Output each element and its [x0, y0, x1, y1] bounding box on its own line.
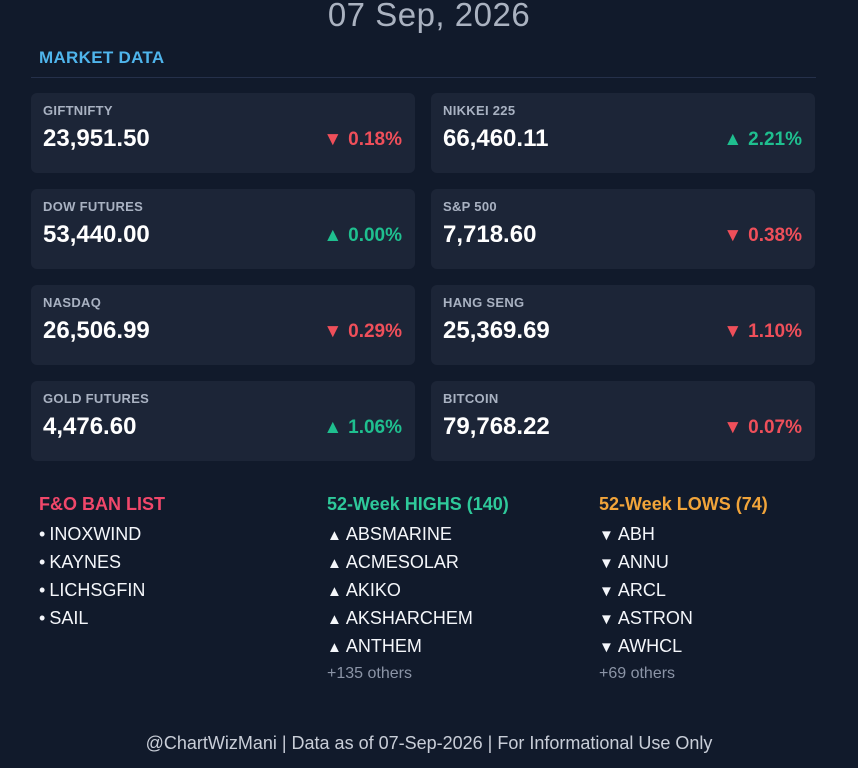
market-card-change: ▲ 0.00% [323, 225, 402, 247]
change-percent: 1.10% [748, 321, 802, 342]
list-item: ▼ ARCL [599, 580, 666, 600]
market-card-label: DOW FUTURES [43, 199, 144, 214]
market-card-value: 25,369.69 [443, 317, 550, 344]
list-item: ▼ ANNU [599, 552, 669, 572]
market-card-label: HANG SENG [443, 295, 525, 310]
market-card-change: ▼ 0.38% [723, 225, 802, 247]
change-percent: 0.00% [348, 225, 402, 246]
market-card-label: GOLD FUTURES [43, 391, 150, 406]
up-arrow-icon: ▲ [323, 417, 343, 438]
up-arrow-icon: ▲ [723, 129, 743, 150]
market-card-label: BITCOIN [443, 391, 499, 406]
market-card-label: S&P 500 [443, 199, 497, 214]
change-percent: 1.06% [348, 417, 402, 438]
market-card-value: 26,506.99 [43, 317, 150, 344]
bullet-icon: • [39, 552, 46, 572]
market-card-change: ▲ 2.21% [723, 129, 802, 151]
change-percent: 0.18% [348, 129, 402, 150]
change-percent: 2.21% [748, 129, 802, 150]
market-card-change: ▼ 1.10% [723, 321, 802, 343]
fo-ban-list: F&O BAN LIST • INOXWIND • KAYNES • LICHSGFI… [39, 492, 165, 632]
bullet-icon: • [39, 608, 46, 628]
section-title-market-data: MARKET DATA [39, 48, 165, 67]
market-card-sp-500: S&P 500 7,718.60 ▼ 0.38% [431, 189, 815, 269]
list-item: ▼ ABH [599, 524, 655, 544]
up-triangle-icon: ▲ [327, 639, 342, 656]
market-card-value: 23,951.50 [43, 125, 150, 152]
section-divider [31, 77, 816, 78]
market-card-change: ▲ 1.06% [323, 417, 402, 439]
market-card-label: GIFTNIFTY [43, 103, 113, 118]
list-item: ▼ AWHCL [599, 636, 683, 656]
market-card-dow-futures: DOW FUTURES 53,440.00 ▲ 0.00% [31, 189, 415, 269]
change-percent: 0.07% [748, 417, 802, 438]
list-item: ▲ AKIKO [327, 580, 401, 600]
list-item: • SAIL [39, 608, 89, 628]
market-card-value: 66,460.11 [443, 125, 549, 152]
market-card-hang-seng: HANG SENG 25,369.69 ▼ 1.10% [431, 285, 815, 365]
change-percent: 0.29% [348, 321, 402, 342]
down-triangle-icon: ▼ [599, 527, 614, 544]
footer-note: @ChartWizMani | Data as of 07-Sep-2026 |… [145, 733, 713, 753]
list-item: ▲ ABSMARINE [327, 524, 452, 544]
list-item: ▼ ASTRON [599, 608, 693, 628]
more-count: +69 others [599, 665, 676, 682]
down-arrow-icon: ▼ [323, 129, 343, 150]
change-percent: 0.38% [748, 225, 802, 246]
market-card-value: 53,440.00 [43, 221, 150, 248]
down-triangle-icon: ▼ [599, 611, 614, 628]
list-item: • LICHSGFIN [39, 580, 146, 600]
list-item: • KAYNES [39, 552, 122, 572]
market-card-bitcoin: BITCOIN 79,768.22 ▼ 0.07% [431, 381, 815, 461]
market-card-gold-futures: GOLD FUTURES 4,476.60 ▲ 1.06% [31, 381, 415, 461]
list-item: ▲ ACMESOLAR [327, 552, 459, 572]
bullet-icon: • [39, 524, 46, 544]
market-card-nikkei-225: NIKKEI 225 66,460.11 ▲ 2.21% [431, 93, 815, 173]
up-triangle-icon: ▲ [327, 527, 342, 544]
up-triangle-icon: ▲ [327, 611, 342, 628]
market-card-giftnifty: GIFTNIFTY 23,951.50 ▼ 0.18% [31, 93, 415, 173]
down-arrow-icon: ▼ [323, 321, 343, 342]
page-date: 07 Sep, 2026 [327, 0, 531, 33]
list-item: • INOXWIND [39, 524, 142, 544]
market-card-label: NASDAQ [43, 295, 102, 310]
market-card-value: 4,476.60 [43, 413, 137, 440]
week52-highs-list: 52-Week HIGHS (140) ▲ ABSMARINE ▲ ACMESOLA… [327, 492, 509, 688]
down-triangle-icon: ▼ [599, 639, 614, 656]
down-triangle-icon: ▼ [599, 555, 614, 572]
up-arrow-icon: ▲ [323, 225, 343, 246]
market-card-nasdaq: NASDAQ 26,506.99 ▼ 0.29% [31, 285, 415, 365]
market-card-change: ▼ 0.29% [323, 321, 402, 343]
up-triangle-icon: ▲ [327, 583, 342, 600]
list-item: ▲ ANTHEM [327, 636, 422, 656]
list-item: ▲ AKSHARCHEM [327, 608, 473, 628]
down-arrow-icon: ▼ [723, 321, 743, 342]
fo-ban-list-title: F&O BAN LIST [39, 494, 165, 514]
week52-highs-title: 52-Week HIGHS (140) [327, 494, 509, 514]
market-card-change: ▼ 0.18% [323, 129, 402, 151]
market-card-value: 79,768.22 [443, 413, 550, 440]
bullet-icon: • [39, 580, 46, 600]
week52-lows-list: 52-Week LOWS (74) ▼ ABH ▼ ANNU ▼ ARCL ▼ ASTR… [599, 492, 768, 688]
more-count: +135 others [327, 665, 412, 682]
market-card-change: ▼ 0.07% [723, 417, 802, 439]
down-triangle-icon: ▼ [599, 583, 614, 600]
market-card-label: NIKKEI 225 [443, 103, 516, 118]
up-triangle-icon: ▲ [327, 555, 342, 572]
week52-lows-title: 52-Week LOWS (74) [599, 494, 768, 514]
down-arrow-icon: ▼ [723, 225, 743, 246]
down-arrow-icon: ▼ [723, 417, 743, 438]
market-card-value: 7,718.60 [443, 221, 537, 248]
